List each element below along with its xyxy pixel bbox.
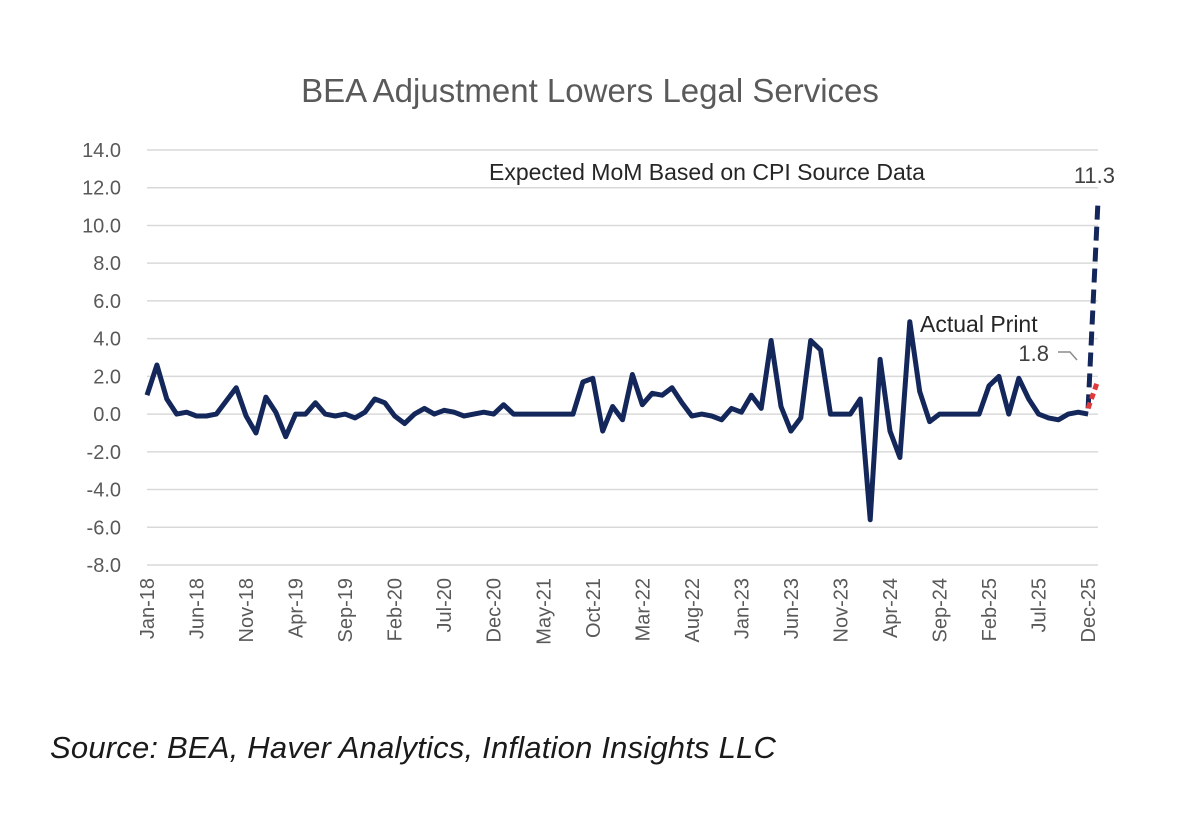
x-tick-label: Feb-25 — [979, 578, 1001, 641]
annotation-expected-value: 11.3 — [1074, 163, 1115, 188]
annotation-actual-label: Actual Print — [920, 311, 1038, 337]
x-tick-label: Mar-22 — [632, 578, 654, 641]
x-tick-label: Jun-18 — [187, 578, 209, 639]
y-tick-label: 4.0 — [93, 329, 121, 351]
x-tick-label: Jan-18 — [137, 578, 159, 639]
y-tick-label: 10.0 — [82, 215, 121, 237]
annotation-layer: Expected MoM Based on CPI Source Data 11.… — [489, 159, 1115, 366]
y-tick-label: -2.0 — [87, 442, 121, 464]
x-tick-label: Apr-19 — [286, 578, 308, 638]
series-line-actual — [1085, 379, 1101, 410]
x-tick-label: Apr-24 — [880, 578, 902, 638]
annotation-expected-label: Expected MoM Based on CPI Source Data — [489, 159, 925, 185]
x-tick-label: Dec-20 — [484, 578, 506, 642]
y-tick-label: 14.0 — [82, 140, 121, 162]
x-tick-label: Jul-25 — [1029, 578, 1051, 632]
x-tick-label: Jun-23 — [781, 578, 803, 639]
y-tick-label: 12.0 — [82, 178, 121, 200]
chart-title: BEA Adjustment Lowers Legal Services — [301, 72, 879, 109]
annotation-leader-line — [1058, 351, 1078, 361]
y-tick-label: 2.0 — [93, 366, 121, 388]
gridlines — [147, 149, 1098, 566]
x-tick-label: Feb-20 — [385, 578, 407, 641]
x-tick-label: Jan-23 — [731, 578, 753, 639]
series-line-expected — [1085, 200, 1101, 409]
x-tick-label: Aug-22 — [682, 578, 704, 643]
y-tick-label: -4.0 — [87, 480, 121, 502]
x-tick-label: Sep-19 — [335, 578, 357, 643]
y-tick-label: 8.0 — [93, 253, 121, 275]
y-axis: 14.0 12.0 10.0 8.0 6.0 4.0 2.0 0.0 -2.0 -4.0 -6.0 -… — [82, 140, 121, 577]
x-tick-label: May-21 — [533, 578, 555, 645]
source-note: Source: BEA, Haver Analytics, Inflation … — [50, 730, 777, 765]
y-tick-label: 6.0 — [93, 291, 121, 313]
x-tick-label: Nov-23 — [830, 578, 852, 642]
x-tick-label: Oct-21 — [583, 578, 605, 638]
x-tick-label: Dec-25 — [1078, 578, 1100, 642]
series-line-legal-services — [144, 319, 1089, 523]
x-axis: Jan-18 Jun-18 Nov-18 Apr-19 Sep-19 Feb-20 Jul-… — [137, 578, 1100, 645]
series-layer — [144, 200, 1101, 523]
y-tick-label: 0.0 — [93, 404, 121, 426]
y-tick-label: -6.0 — [87, 517, 121, 539]
y-tick-label: -8.0 — [87, 555, 121, 577]
x-tick-label: Sep-24 — [930, 578, 952, 643]
annotation-actual-value: 1.8 — [1018, 341, 1049, 366]
x-tick-label: Nov-18 — [236, 578, 258, 642]
x-tick-label: Jul-20 — [434, 578, 456, 632]
chart-canvas: BEA Adjustment Lowers Legal Services 14.… — [82, 72, 1115, 645]
